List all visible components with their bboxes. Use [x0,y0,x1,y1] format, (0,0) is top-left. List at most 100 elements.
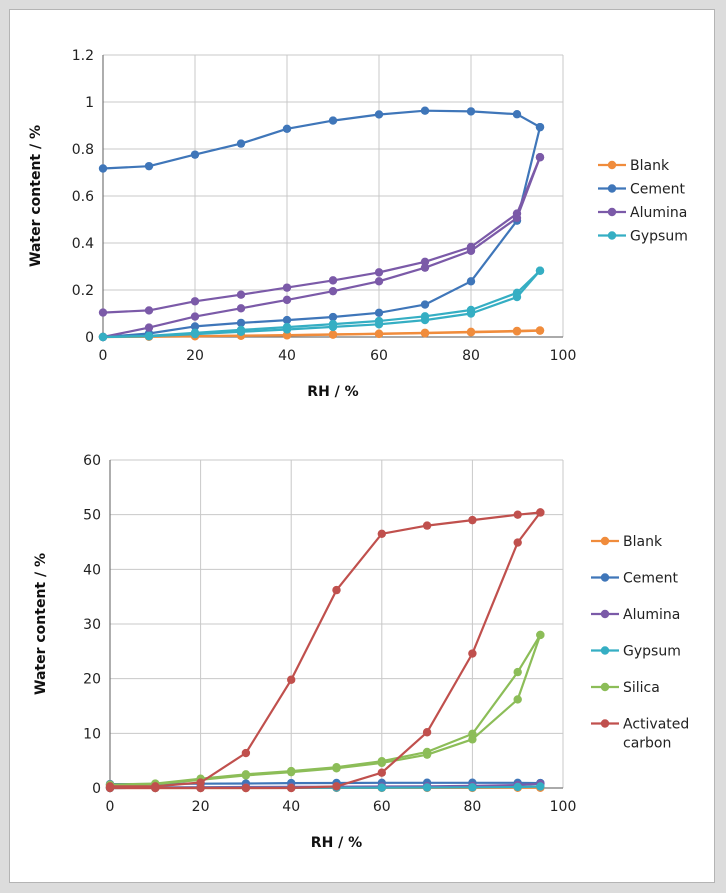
x-tick-label: 0 [99,348,108,364]
legend-label: Gypsum [623,644,681,660]
y-tick-label: 1.2 [72,48,94,64]
data-point [190,150,200,159]
data-point [377,783,386,792]
legend-label: Alumina [630,205,687,221]
data-point [236,139,246,148]
data-point [282,325,292,334]
data-point [374,277,384,286]
data-point [98,164,108,173]
series-line-alumina [102,156,542,314]
data-point [282,124,292,133]
legend-marker [607,231,617,240]
data-point [190,312,200,321]
legend-label: Activated [623,717,689,733]
data-point [374,320,384,329]
data-point [287,675,296,684]
legend-marker [607,160,617,170]
legend-label-cont: carbon [623,736,671,752]
data-point [422,521,432,530]
data-point [241,770,251,779]
data-point [468,515,477,525]
data-point [105,783,115,793]
x-tick-label: 0 [106,799,115,815]
data-point [466,107,476,116]
data-point [535,122,545,132]
data-point [422,783,432,792]
data-point [513,667,522,677]
data-point [328,322,338,332]
data-point [236,318,246,328]
x-tick-label: 60 [373,799,391,815]
data-point [332,782,341,791]
series-line-silica [109,634,542,786]
data-point [513,510,522,519]
y-tick-label: 0.8 [72,142,94,158]
data-point [282,283,292,292]
legend-marker [600,609,610,619]
data-point [332,585,341,595]
data-point [513,782,522,792]
legend-marker [607,207,617,217]
figure-panel [9,9,715,883]
chart-1: 0 0.2 0.4 0.6 0.8 1 1.2 0 20 40 60 80 100 RH / % Water… [28,48,688,400]
data-point [420,329,430,338]
data-point [151,783,160,793]
legend-marker [607,184,617,193]
legend-marker [600,646,610,655]
data-point [466,246,476,255]
data-point [536,782,545,791]
x-tick-label: 40 [278,348,296,364]
data-point [536,630,545,640]
data-point [282,331,292,340]
y-tick-label: 0.4 [72,236,94,252]
y-tick-label: 10 [83,726,101,742]
y-tick-label: 0.2 [72,283,94,299]
legend-label: Blank [630,158,670,174]
series-group [98,106,545,342]
data-point [328,276,338,285]
data-point [420,263,430,272]
data-point [420,257,430,266]
x-tick-label: 100 [550,348,577,364]
data-point [377,757,386,766]
data-point [241,783,251,793]
data-point [236,304,246,313]
legend-label: Silica [623,680,660,696]
series-line-silica [109,634,542,787]
data-point [328,330,338,339]
y-tick-label: 0 [92,781,101,797]
data-point [468,783,477,792]
data-point [287,766,296,776]
data-point [241,748,251,758]
data-point [374,110,384,119]
data-point [374,329,384,339]
data-point [466,309,476,318]
data-point [374,268,384,277]
data-point [466,328,476,337]
data-point [332,763,341,772]
data-point [98,332,108,342]
data-point [196,783,205,793]
series-line-activated-carbon [110,511,541,788]
data-point [512,292,522,302]
series-line-activated-carbon [110,511,542,790]
data-point [144,323,154,332]
legend-marker [600,719,610,728]
data-point [535,266,545,275]
legend-label: Alumina [623,607,680,623]
legend-label: Cement [623,571,679,587]
x-tick-label: 40 [282,799,300,815]
legend-label: Blank [623,534,663,550]
data-point [420,300,430,309]
data-point [328,116,338,125]
data-point [468,729,477,739]
y-tick-label: 40 [83,562,101,578]
y-tick-label: 20 [83,672,101,688]
data-point [535,326,545,335]
data-point [144,306,154,315]
data-point [328,286,338,296]
legend-label: Cement [630,182,686,198]
x-tick-label: 100 [550,799,577,815]
series-group [105,508,545,793]
